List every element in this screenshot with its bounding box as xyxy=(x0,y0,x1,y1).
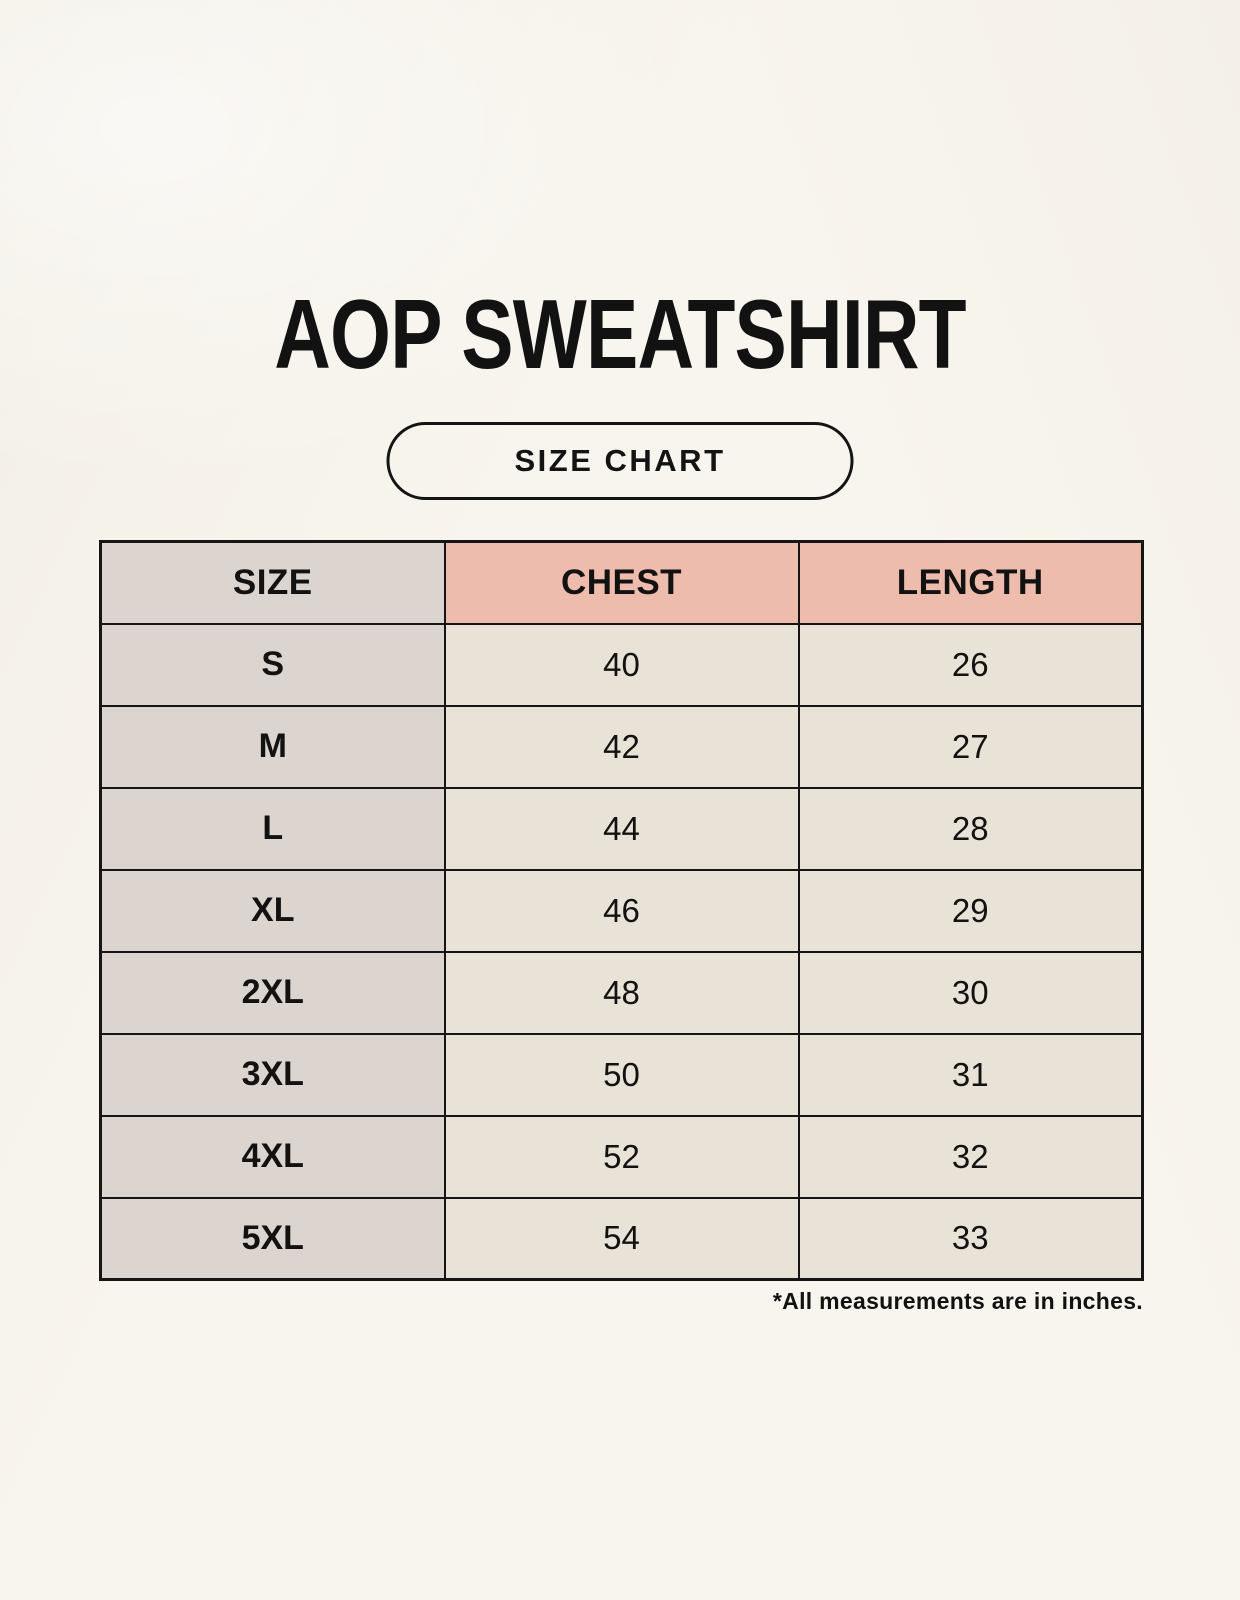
table-row: 5XL 54 33 xyxy=(99,1196,1144,1281)
size-cell: 2XL xyxy=(99,950,446,1035)
length-cell: 33 xyxy=(797,1196,1144,1281)
length-cell: 27 xyxy=(797,704,1144,789)
size-cell: S xyxy=(99,622,446,707)
size-cell: L xyxy=(99,786,446,871)
size-cell: XL xyxy=(99,868,446,953)
column-header-chest: CHEST xyxy=(443,540,800,625)
column-header-size: SIZE xyxy=(99,540,446,625)
chest-cell: 52 xyxy=(443,1114,800,1199)
length-cell: 28 xyxy=(797,786,1144,871)
table-row: 3XL 50 31 xyxy=(99,1032,1144,1117)
chest-cell: 50 xyxy=(443,1032,800,1117)
chest-cell: 40 xyxy=(443,622,800,707)
chest-cell: 48 xyxy=(443,950,800,1035)
column-header-length: LENGTH xyxy=(797,540,1144,625)
chest-cell: 46 xyxy=(443,868,800,953)
length-cell: 30 xyxy=(797,950,1144,1035)
length-cell: 31 xyxy=(797,1032,1144,1117)
size-cell: 5XL xyxy=(99,1196,446,1281)
size-chart-badge: SIZE CHART xyxy=(386,422,854,500)
table-row: XL 46 29 xyxy=(99,868,1144,953)
table-row: M 42 27 xyxy=(99,704,1144,789)
chest-cell: 44 xyxy=(443,786,800,871)
table-row: S 40 26 xyxy=(99,622,1144,707)
table-row: 4XL 52 32 xyxy=(99,1114,1144,1199)
table-row: L 44 28 xyxy=(99,786,1144,871)
length-cell: 29 xyxy=(797,868,1144,953)
measurements-footnote: *All measurements are in inches. xyxy=(772,1288,1143,1314)
length-cell: 26 xyxy=(797,622,1144,707)
table-header-row: SIZE CHEST LENGTH xyxy=(99,540,1144,625)
chest-cell: 42 xyxy=(443,704,800,789)
size-chart-table: SIZE CHEST LENGTH S 40 26 M 42 27 L 44 2… xyxy=(99,540,1144,1281)
size-cell: 3XL xyxy=(99,1032,446,1117)
length-cell: 32 xyxy=(797,1114,1144,1199)
page-title: AOP SWEATSHIRT xyxy=(274,279,966,389)
size-chart-badge-label: SIZE CHART xyxy=(514,443,726,478)
chest-cell: 54 xyxy=(443,1196,800,1281)
table-row: 2XL 48 30 xyxy=(99,950,1144,1035)
size-cell: 4XL xyxy=(99,1114,446,1199)
size-cell: M xyxy=(99,704,446,789)
